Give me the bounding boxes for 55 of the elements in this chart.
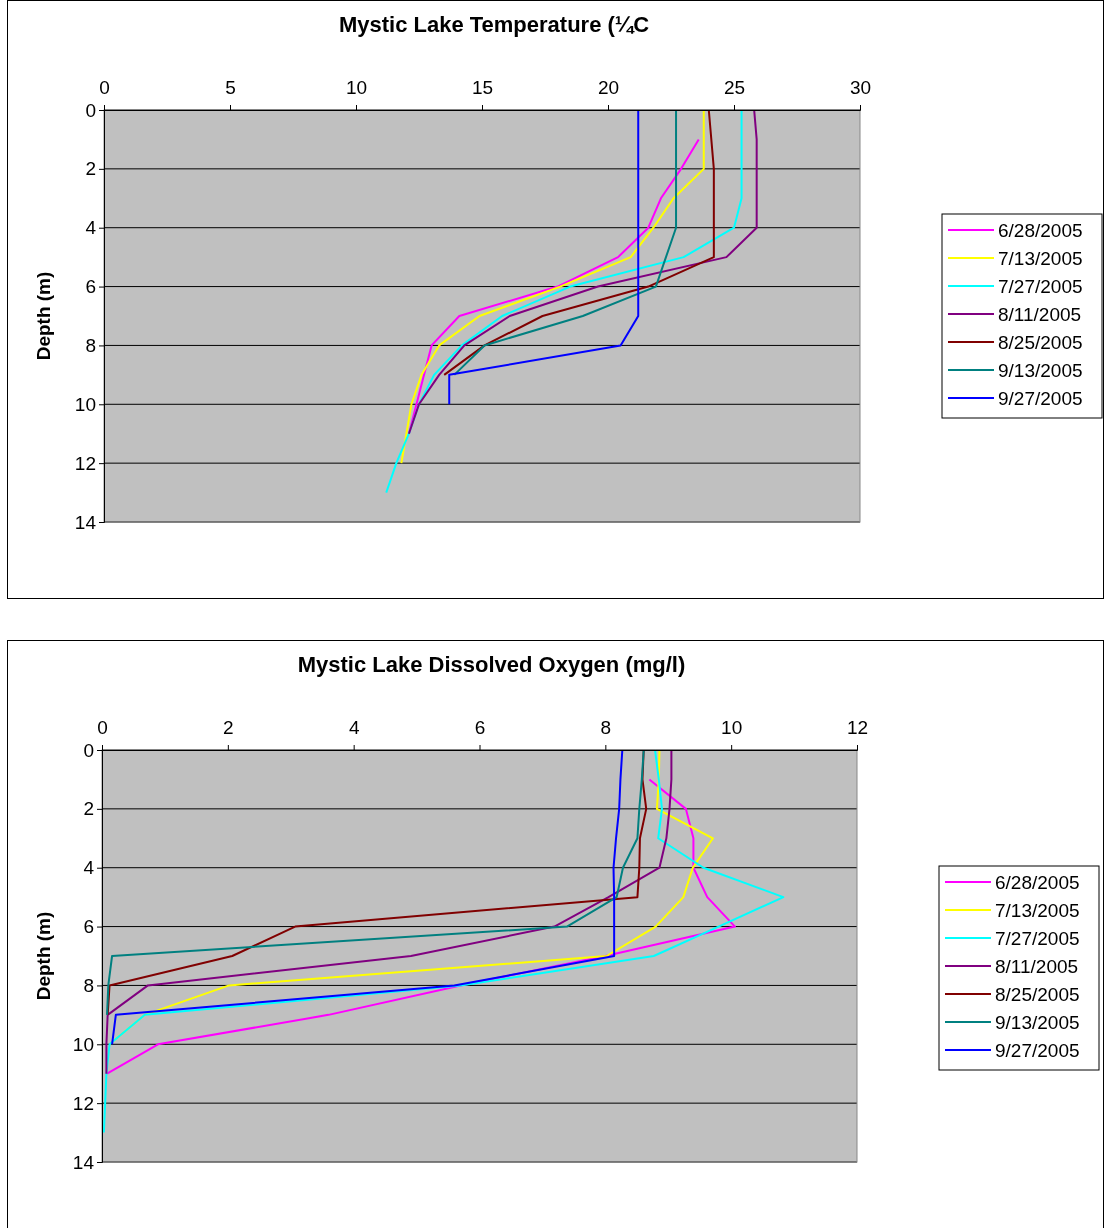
- legend-label: 6/28/2005: [995, 872, 1080, 893]
- legend-label: 7/13/2005: [998, 248, 1083, 269]
- chart-title: Mystic Lake Temperature (¼C: [338, 12, 650, 37]
- x-tick-label: 2: [223, 717, 234, 739]
- x-tick-label: 25: [723, 77, 746, 99]
- legend-label: 8/11/2005: [998, 304, 1082, 325]
- line-series: [453, 109, 678, 376]
- x-tick-label: 15: [471, 77, 494, 99]
- y-tick-label: 6: [83, 916, 94, 938]
- y-tick-label: 4: [85, 217, 97, 239]
- line-series: [400, 109, 705, 465]
- legend-label: 8/25/2005: [998, 332, 1083, 353]
- y-axis-title: Depth (m): [33, 911, 54, 1001]
- legend-label: 7/13/2005: [995, 900, 1080, 921]
- x-tick-label: 8: [600, 717, 612, 739]
- legend-label: 9/27/2005: [998, 388, 1083, 409]
- y-tick-label: 12: [72, 1092, 94, 1114]
- legend-label: 6/28/2005: [998, 220, 1083, 241]
- y-tick-label: 8: [85, 335, 96, 357]
- x-tick-label: 30: [849, 77, 872, 99]
- legend-label: 9/27/2005: [995, 1040, 1080, 1061]
- y-tick-label: 14: [72, 1151, 95, 1173]
- y-tick-label: 2: [83, 798, 94, 820]
- y-tick-label: 4: [83, 857, 95, 879]
- x-tick-label: 10: [721, 717, 743, 739]
- legend-label: 9/13/2005: [995, 1012, 1080, 1033]
- x-tick-label: 10: [345, 77, 368, 99]
- line-series: [448, 109, 640, 406]
- y-tick-label: 0: [83, 739, 94, 761]
- line-series: [106, 778, 736, 1075]
- line-series: [407, 138, 700, 435]
- legend-label: 7/27/2005: [995, 928, 1080, 949]
- x-tick-label: 12: [846, 717, 869, 739]
- legend-label: 8/25/2005: [995, 984, 1080, 1005]
- y-axis-title: Depth (m): [33, 271, 54, 361]
- y-tick-label: 0: [85, 99, 96, 121]
- line-series: [443, 109, 715, 376]
- x-tick-label: 20: [597, 77, 620, 99]
- y-tick-label: 8: [83, 975, 94, 997]
- legend-label: 7/27/2005: [998, 276, 1083, 297]
- legend-label: 8/11/2005: [995, 956, 1079, 977]
- y-tick-label: 12: [74, 452, 96, 474]
- legend-label: 9/13/2005: [998, 360, 1083, 381]
- x-tick-label: 5: [225, 77, 236, 99]
- line-series: [102, 749, 785, 1134]
- y-tick-label: 2: [85, 158, 96, 180]
- y-tick-label: 10: [74, 393, 96, 415]
- x-tick-label: 6: [474, 717, 486, 739]
- y-tick-label: 6: [85, 276, 96, 298]
- chart-title: Mystic Lake Dissolved Oxygen (mg/l): [297, 652, 686, 677]
- line-series: [385, 109, 743, 494]
- x-tick-label: 4: [348, 717, 360, 739]
- y-tick-label: 14: [74, 511, 97, 533]
- y-tick-label: 10: [72, 1033, 94, 1055]
- line-series: [407, 109, 758, 435]
